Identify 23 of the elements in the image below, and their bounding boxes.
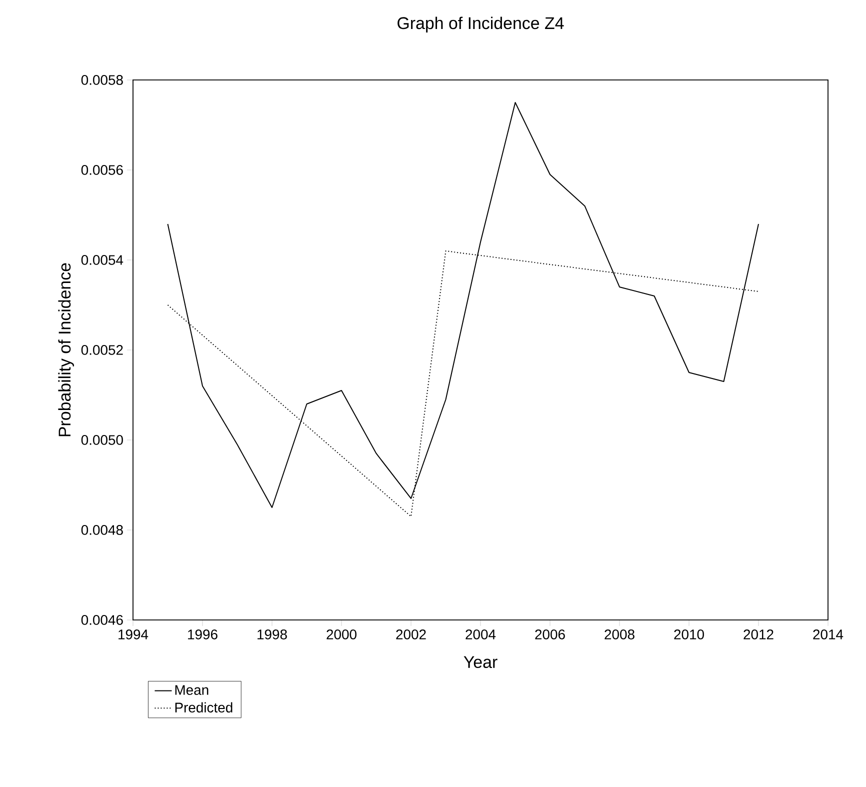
x-tick-label: 2014 (813, 629, 844, 640)
x-tick-label: 2010 (674, 629, 704, 640)
y-axis-title: Probability of Incidence (58, 263, 74, 436)
y-tick-label: 0.0056 (81, 165, 123, 175)
chart-title: Graph of Incidence Z4 (398, 16, 564, 32)
x-tick-label: 2002 (396, 629, 426, 640)
y-tick-label: 0.0058 (81, 75, 123, 85)
x-tick-label: 2006 (535, 629, 565, 640)
x-tick-label: 2008 (604, 629, 634, 640)
x-tick-label: 2000 (326, 629, 356, 640)
x-tick-label: 1996 (188, 629, 218, 640)
x-tick-label: 1994 (118, 629, 148, 640)
x-tick-label: 2004 (466, 629, 496, 640)
y-tick-label: 0.0054 (81, 255, 124, 265)
legend-label: Predicted (175, 702, 232, 713)
y-tick-label: 0.0052 (81, 345, 123, 355)
x-axis-title: Year (464, 656, 498, 668)
x-tick-label: 2012 (744, 629, 774, 640)
legend-label: Mean (175, 685, 208, 695)
y-tick-label: 0.0048 (81, 525, 123, 535)
x-tick-label: 1998 (258, 629, 287, 640)
y-tick-label: 0.0046 (81, 615, 123, 625)
y-tick-label: 0.0050 (81, 435, 123, 445)
